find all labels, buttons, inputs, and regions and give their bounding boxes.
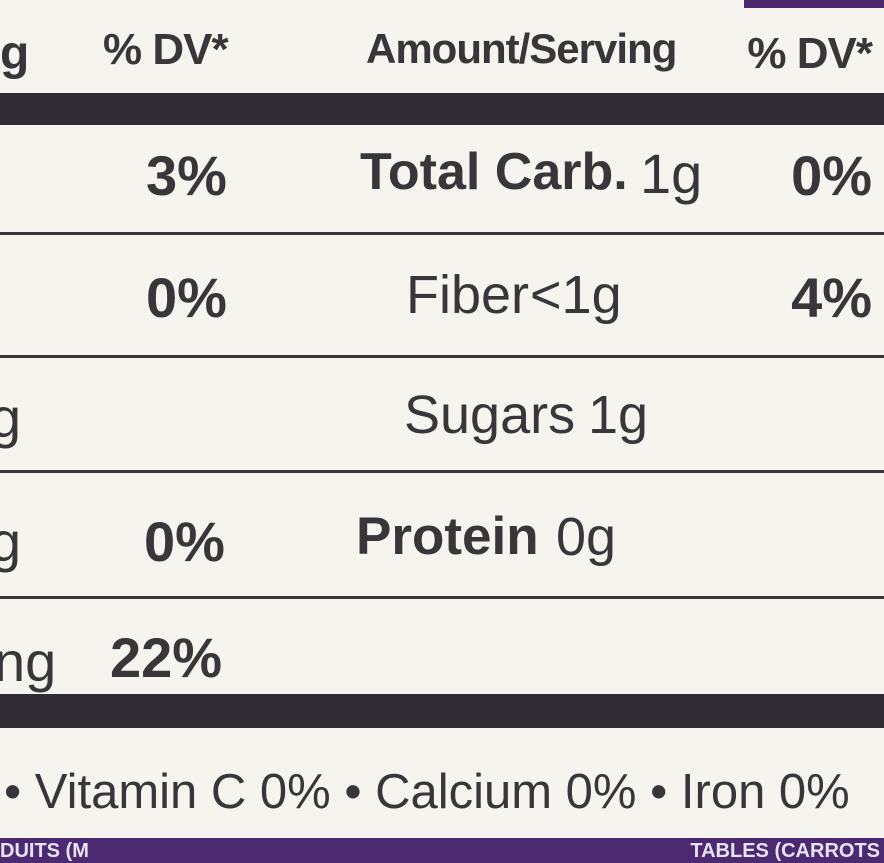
purple-packaging-strip — [0, 838, 884, 863]
row2-amount: <1g — [530, 265, 622, 325]
left-unit-fragment: g — [0, 27, 30, 80]
row1-right-dv: 0% — [791, 144, 872, 207]
row2-right-dv: 4% — [791, 266, 872, 329]
row4-amount: 0g — [556, 507, 617, 567]
row5-left-fragment: ng — [0, 630, 57, 693]
row1-amount: 1g — [640, 142, 703, 205]
row4-left-dv: 0% — [144, 510, 225, 573]
strip-text-right: TABLES (CARROTS — [690, 840, 880, 862]
row-divider — [0, 596, 884, 599]
row-divider — [0, 470, 884, 473]
amount-serving-header: Amount/Serving — [366, 25, 677, 72]
purple-packaging-edge — [744, 0, 884, 8]
row2-nutrient: Fiber — [406, 265, 530, 325]
strip-text-left: DUITS (M — [0, 840, 89, 862]
row3-nutrient: Sugars — [404, 385, 576, 445]
row3-amount: 1g — [588, 385, 649, 445]
row2-left-dv: 0% — [146, 266, 227, 329]
thick-divider-bottom — [0, 694, 884, 728]
row4-left-fragment: g — [0, 510, 22, 573]
row3-left-fragment: g — [0, 386, 22, 449]
dv-header-right: % DV* — [747, 29, 873, 78]
row5-left-dv: 22% — [110, 626, 223, 689]
row4-nutrient: Protein — [356, 507, 539, 566]
vitamins-line: • Vitamin C 0% • Calcium 0% • Iron 0% — [4, 765, 850, 819]
thick-divider-top — [0, 93, 884, 125]
row1-left-dv: 3% — [146, 144, 227, 207]
row1-nutrient: Total Carb. — [360, 143, 628, 201]
row-divider — [0, 232, 884, 235]
row-divider — [0, 355, 884, 358]
dv-header-left: % DV* — [103, 25, 229, 74]
